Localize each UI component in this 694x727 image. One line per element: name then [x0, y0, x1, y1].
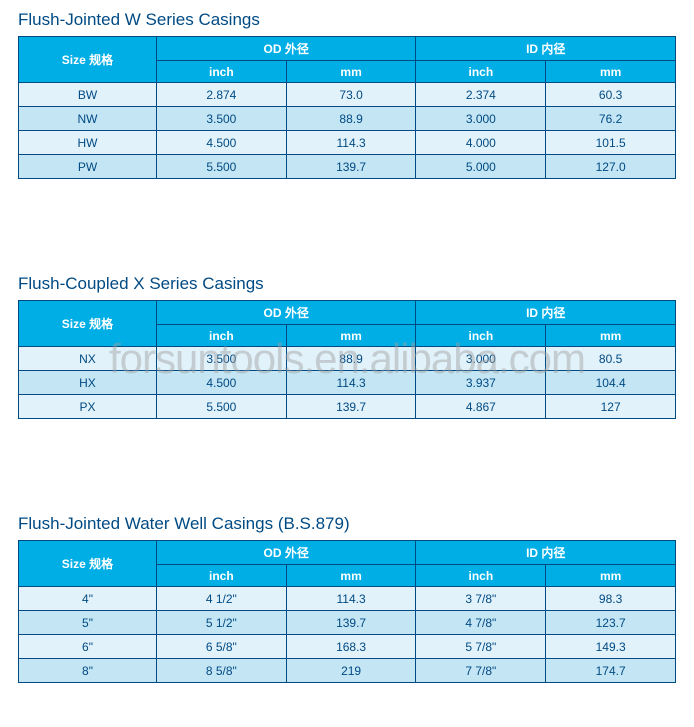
- cell-size: PW: [19, 155, 157, 179]
- section-title: Flush-Coupled X Series Casings: [18, 274, 676, 294]
- header-inch: inch: [156, 565, 286, 587]
- cell-od-mm: 114.3: [286, 131, 416, 155]
- cell-id-inch: 4.867: [416, 395, 546, 419]
- table-row: NW3.50088.93.00076.2: [19, 107, 676, 131]
- cell-id-mm: 60.3: [546, 83, 676, 107]
- header-mm: mm: [286, 61, 416, 83]
- data-table: Size 规格OD 外径ID 内径inchmminchmmBW2.87473.0…: [18, 36, 676, 179]
- header-od: OD 外径: [156, 37, 416, 61]
- cell-id-inch: 4.000: [416, 131, 546, 155]
- cell-od-mm: 88.9: [286, 347, 416, 371]
- cell-od-mm: 139.7: [286, 611, 416, 635]
- table-row: BW2.87473.02.37460.3: [19, 83, 676, 107]
- cell-id-mm: 127: [546, 395, 676, 419]
- cell-od-inch: 4.500: [156, 371, 286, 395]
- cell-od-inch: 3.500: [156, 107, 286, 131]
- cell-id-mm: 127.0: [546, 155, 676, 179]
- section: Flush-Jointed W Series Casings Size 规格OD …: [18, 10, 676, 179]
- header-mm: mm: [286, 565, 416, 587]
- header-size: Size 规格: [19, 541, 157, 587]
- header-od: OD 外径: [156, 301, 416, 325]
- table-row: HW4.500114.34.000101.5: [19, 131, 676, 155]
- cell-id-inch: 5.000: [416, 155, 546, 179]
- section-title: Flush-Jointed W Series Casings: [18, 10, 676, 30]
- cell-id-mm: 104.4: [546, 371, 676, 395]
- table-row: 6"6 5/8"168.35 7/8"149.3: [19, 635, 676, 659]
- cell-id-mm: 76.2: [546, 107, 676, 131]
- table-row: NX3.50088.93.00080.5: [19, 347, 676, 371]
- header-od: OD 外径: [156, 541, 416, 565]
- cell-od-inch: 5.500: [156, 155, 286, 179]
- table-row: 5"5 1/2"139.74 7/8"123.7: [19, 611, 676, 635]
- section: Flush-Coupled X Series Casings Size 规格OD …: [18, 274, 676, 419]
- cell-od-mm: 73.0: [286, 83, 416, 107]
- cell-id-inch: 4 7/8": [416, 611, 546, 635]
- header-mm: mm: [546, 325, 676, 347]
- cell-size: 6": [19, 635, 157, 659]
- cell-id-mm: 174.7: [546, 659, 676, 683]
- cell-size: 5": [19, 611, 157, 635]
- section: Flush-Jointed Water Well Casings (B.S.87…: [18, 514, 676, 683]
- cell-id-mm: 101.5: [546, 131, 676, 155]
- sections-container: Flush-Jointed W Series CasingsSize 规格OD …: [18, 10, 676, 683]
- cell-size: 8": [19, 659, 157, 683]
- header-inch: inch: [416, 61, 546, 83]
- cell-od-mm: 139.7: [286, 155, 416, 179]
- table-row: HX4.500114.33.937104.4: [19, 371, 676, 395]
- cell-size: NW: [19, 107, 157, 131]
- cell-size: 4": [19, 587, 157, 611]
- cell-od-inch: 4.500: [156, 131, 286, 155]
- cell-id-inch: 5 7/8": [416, 635, 546, 659]
- cell-id-inch: 3.000: [416, 107, 546, 131]
- cell-id-inch: 3.937: [416, 371, 546, 395]
- cell-size: BW: [19, 83, 157, 107]
- header-id: ID 内径: [416, 37, 676, 61]
- header-inch: inch: [416, 565, 546, 587]
- cell-od-inch: 5 1/2": [156, 611, 286, 635]
- cell-od-mm: 114.3: [286, 587, 416, 611]
- cell-od-inch: 3.500: [156, 347, 286, 371]
- cell-od-mm: 219: [286, 659, 416, 683]
- table-row: 8"8 5/8"2197 7/8"174.7: [19, 659, 676, 683]
- header-id: ID 内径: [416, 541, 676, 565]
- cell-id-inch: 3 7/8": [416, 587, 546, 611]
- data-table: Size 规格OD 外径ID 内径inchmminchmmNX3.50088.9…: [18, 300, 676, 419]
- cell-size: PX: [19, 395, 157, 419]
- header-size: Size 规格: [19, 37, 157, 83]
- cell-od-inch: 4 1/2": [156, 587, 286, 611]
- table-row: 4"4 1/2"114.33 7/8"98.3: [19, 587, 676, 611]
- cell-id-mm: 123.7: [546, 611, 676, 635]
- table-row: PW5.500139.75.000127.0: [19, 155, 676, 179]
- cell-od-inch: 8 5/8": [156, 659, 286, 683]
- section-title: Flush-Jointed Water Well Casings (B.S.87…: [18, 514, 676, 534]
- cell-size: NX: [19, 347, 157, 371]
- header-mm: mm: [546, 565, 676, 587]
- header-id: ID 内径: [416, 301, 676, 325]
- header-size: Size 规格: [19, 301, 157, 347]
- cell-id-mm: 80.5: [546, 347, 676, 371]
- data-table: Size 规格OD 外径ID 内径inchmminchmm4"4 1/2"114…: [18, 540, 676, 683]
- cell-id-inch: 7 7/8": [416, 659, 546, 683]
- cell-id-mm: 149.3: [546, 635, 676, 659]
- cell-od-inch: 6 5/8": [156, 635, 286, 659]
- cell-od-mm: 88.9: [286, 107, 416, 131]
- cell-size: HX: [19, 371, 157, 395]
- cell-size: HW: [19, 131, 157, 155]
- cell-od-inch: 2.874: [156, 83, 286, 107]
- header-inch: inch: [156, 325, 286, 347]
- cell-id-mm: 98.3: [546, 587, 676, 611]
- cell-od-mm: 139.7: [286, 395, 416, 419]
- header-inch: inch: [156, 61, 286, 83]
- cell-id-inch: 2.374: [416, 83, 546, 107]
- header-mm: mm: [546, 61, 676, 83]
- cell-od-mm: 168.3: [286, 635, 416, 659]
- header-inch: inch: [416, 325, 546, 347]
- cell-od-mm: 114.3: [286, 371, 416, 395]
- header-mm: mm: [286, 325, 416, 347]
- table-row: PX5.500139.74.867127: [19, 395, 676, 419]
- cell-od-inch: 5.500: [156, 395, 286, 419]
- cell-id-inch: 3.000: [416, 347, 546, 371]
